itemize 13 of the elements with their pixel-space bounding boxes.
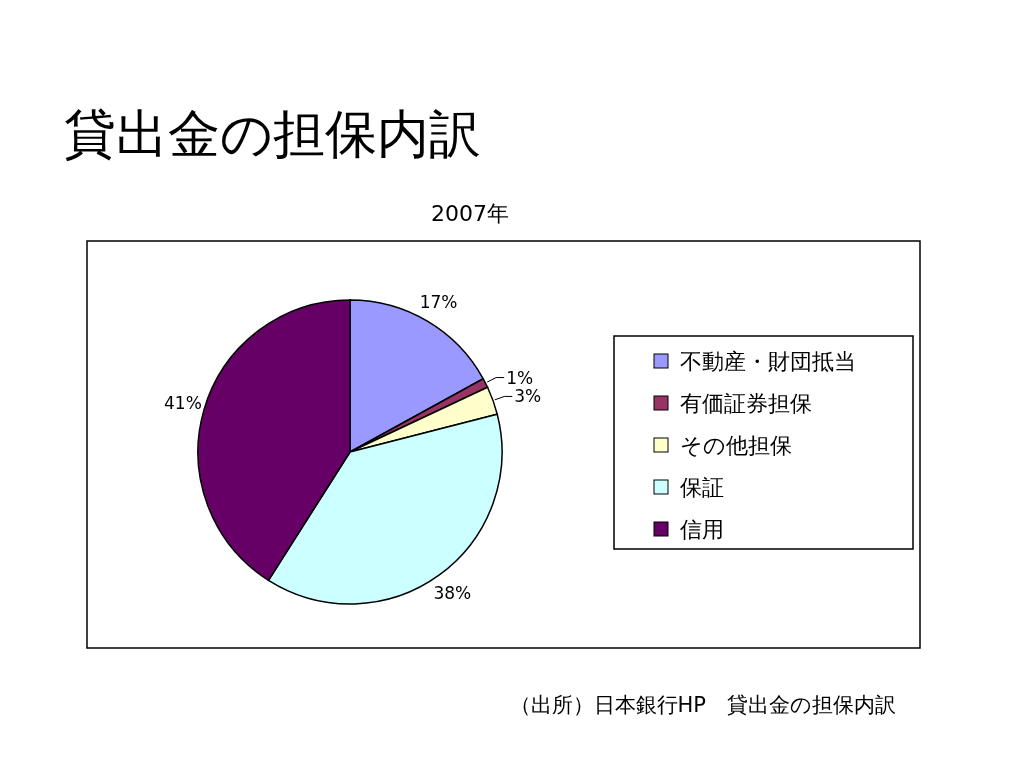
chart-title: 貸出金の担保内訳 — [64, 104, 481, 164]
text: （出所）日本銀行HP 貸出金の担保内訳 — [509, 693, 896, 717]
legend-label: 保証 — [680, 475, 724, 500]
data-label: 17% — [419, 292, 458, 313]
legend-label: その他担保 — [680, 433, 792, 458]
data-label: 38% — [433, 582, 472, 603]
legend-label: 有価証券担保 — [680, 391, 812, 416]
legend-label: 不動産・財団抵当 — [680, 349, 856, 374]
legend-label: 信用 — [680, 517, 724, 542]
chart-subtitle: 2007年 — [431, 201, 509, 226]
data-label: 3% — [514, 386, 542, 407]
data-label: 41% — [164, 393, 202, 414]
data-label: 1% — [506, 367, 534, 388]
